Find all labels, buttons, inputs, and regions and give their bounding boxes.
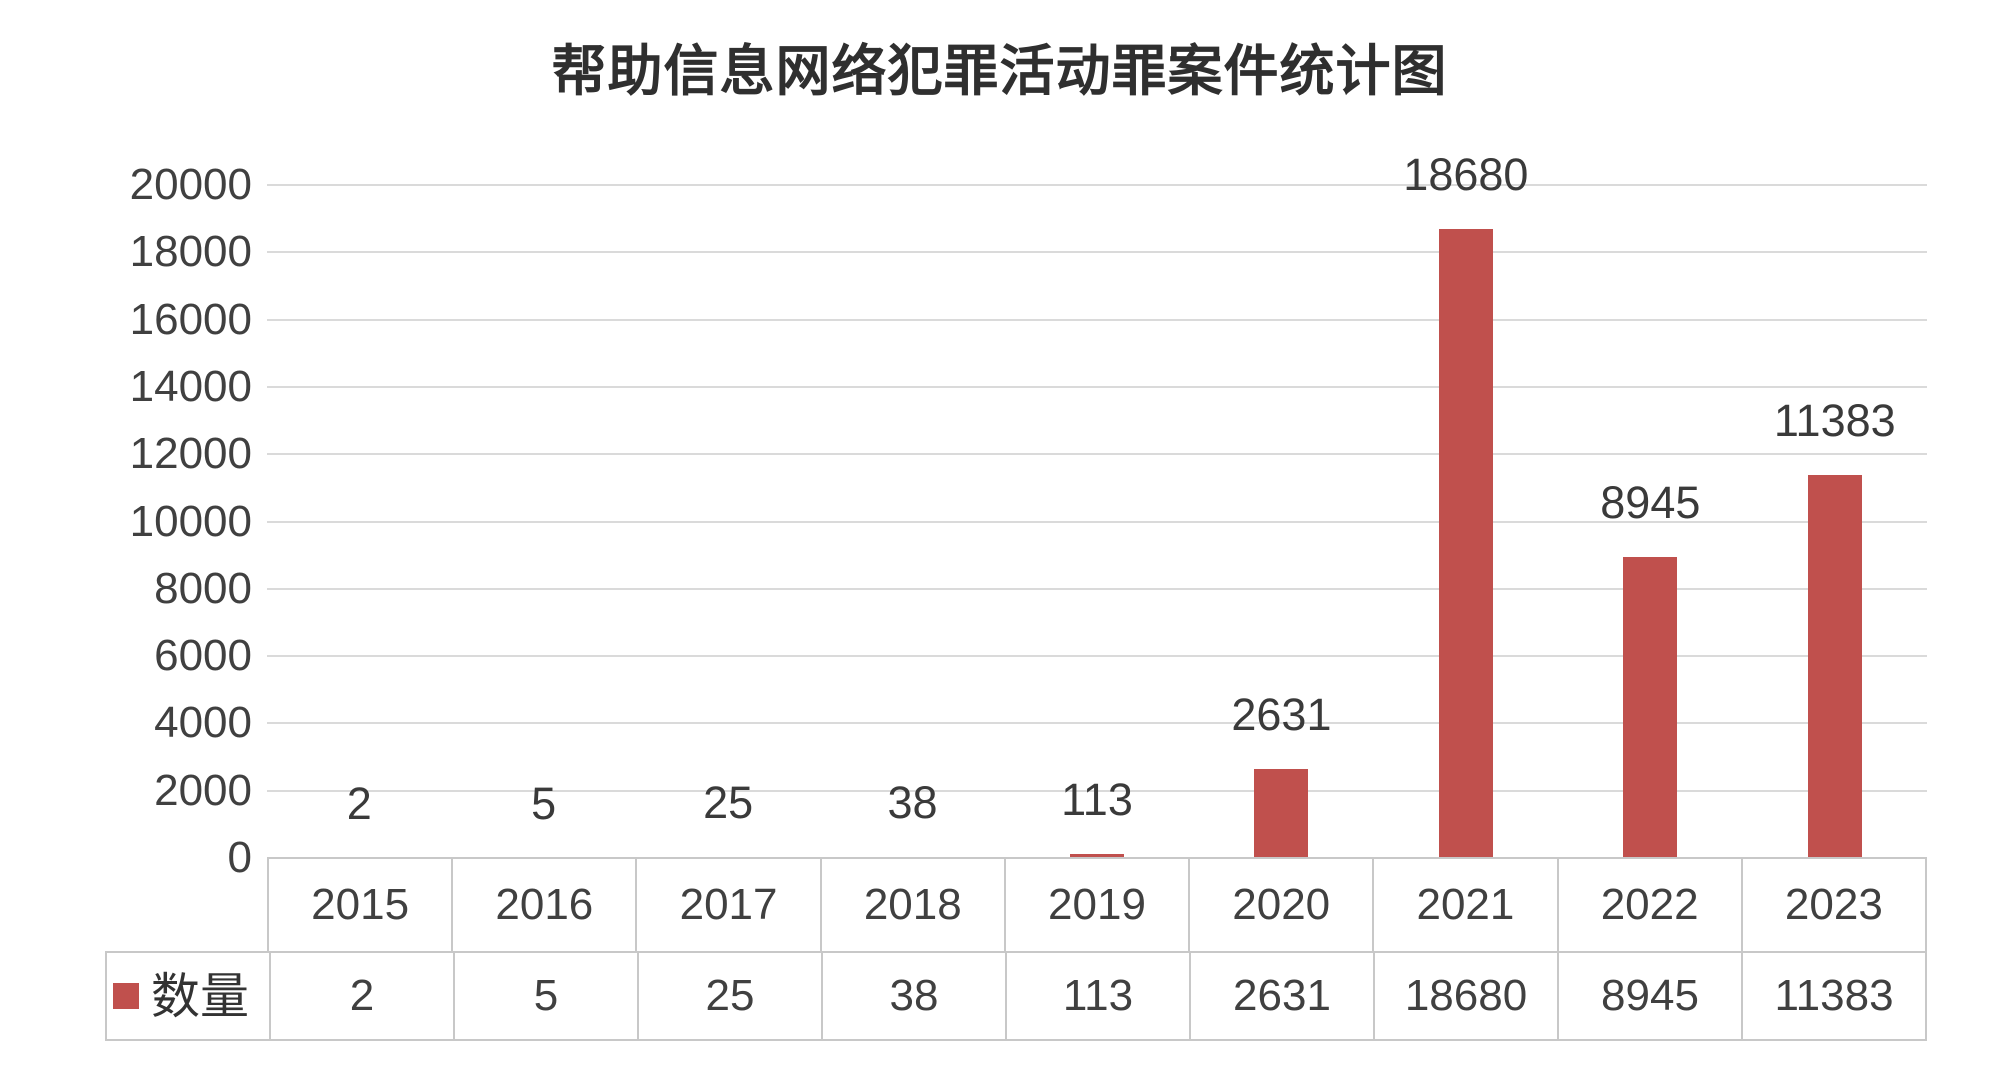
data-table-header-row: 2015 2016 2017 2018 2019 2020 2021 2022 2023 (267, 857, 1927, 951)
gridline (267, 318, 1927, 321)
bar-value-label: 18680 (1403, 149, 1529, 201)
bar-2023 (1807, 474, 1862, 858)
y-axis-tick-label: 4000 (154, 698, 252, 748)
bar-value-label: 5 (531, 777, 557, 829)
table-year-cell: 2016 (451, 859, 635, 951)
plot-area (267, 184, 1927, 858)
table-value-cell: 5 (453, 953, 637, 1039)
y-axis-tick-label: 10000 (129, 496, 252, 546)
gridline (267, 587, 1927, 590)
table-year-cell: 2019 (1003, 859, 1188, 951)
legend-label: 数量 (151, 968, 250, 1024)
y-axis-tick-label: 6000 (154, 631, 252, 681)
bar-value-label: 25 (703, 777, 754, 829)
y-axis-tick-label: 16000 (129, 294, 252, 344)
bar-2020 (1254, 769, 1309, 858)
table-value-cell: 25 (637, 953, 821, 1039)
table-value-cell: 11383 (1741, 953, 1925, 1039)
table-value-cell: 2631 (1189, 953, 1373, 1039)
gridline (267, 655, 1927, 658)
gridline (267, 385, 1927, 388)
y-axis-tick-label: 20000 (129, 160, 252, 209)
bar-2019 (1070, 854, 1124, 858)
y-axis-tick-label: 0 (227, 833, 252, 882)
gridline (267, 453, 1927, 456)
series-color-swatch (113, 983, 139, 1009)
table-value-cell: 18680 (1373, 953, 1557, 1039)
gridline (267, 184, 1927, 186)
bar-value-label: 2 (346, 777, 372, 829)
gridline (267, 520, 1927, 523)
table-year-cell: 2017 (635, 859, 819, 951)
table-year-cell: 2023 (1740, 859, 1925, 951)
chart-title: 帮助信息网络犯罪活动罪案件统计图 (551, 41, 1448, 102)
table-year-cell: 2018 (819, 859, 1004, 951)
bar-value-label: 11383 (1773, 394, 1896, 446)
table-year-cell: 2022 (1556, 859, 1741, 951)
bar-value-label: 2631 (1231, 689, 1332, 741)
table-value-cell: 38 (821, 953, 1005, 1039)
bar-2021 (1438, 229, 1493, 858)
bar-2022 (1623, 557, 1678, 858)
bar-value-label: 38 (887, 776, 938, 828)
y-axis-tick-label: 2000 (154, 765, 252, 815)
y-axis-tick-label: 8000 (154, 563, 252, 613)
gridline (267, 722, 1927, 725)
table-value-cell: 8945 (1557, 953, 1741, 1039)
gridline (267, 251, 1927, 254)
table-value-cell: 113 (1005, 953, 1189, 1039)
y-axis-tick-label: 14000 (129, 361, 252, 411)
legend-cell: 数量 (107, 953, 269, 1039)
gridline (267, 789, 1927, 792)
bar-value-label: 8945 (1600, 477, 1701, 528)
table-year-cell: 2020 (1188, 859, 1372, 951)
bar-value-label: 113 (1061, 774, 1133, 826)
table-year-cell: 2021 (1372, 859, 1556, 951)
data-table-value-row: 数量 2 5 25 38 113 2631 18680 8945 11383 (105, 951, 1927, 1041)
y-axis-tick-label: 18000 (129, 227, 252, 277)
table-year-cell: 2015 (311, 880, 410, 929)
table-value-cell: 2 (269, 953, 453, 1039)
y-axis-tick-label: 12000 (129, 429, 252, 479)
